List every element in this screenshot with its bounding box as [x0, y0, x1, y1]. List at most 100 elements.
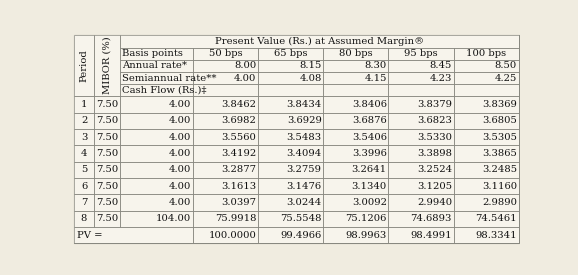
Bar [323, 211, 388, 227]
Bar [388, 194, 454, 211]
Bar [454, 211, 518, 227]
Bar [454, 48, 518, 60]
Bar [388, 97, 454, 113]
Text: 7.50: 7.50 [96, 116, 118, 125]
Bar [323, 84, 388, 97]
Bar [74, 162, 94, 178]
Text: 2.9940: 2.9940 [417, 198, 452, 207]
Bar [193, 129, 258, 145]
Text: 7.50: 7.50 [96, 214, 118, 223]
Bar [94, 35, 120, 97]
Bar [120, 48, 193, 60]
Bar [323, 48, 388, 60]
Bar [454, 48, 518, 60]
Bar [388, 60, 454, 72]
Bar [454, 97, 518, 113]
Bar [74, 35, 94, 97]
Bar [94, 129, 120, 145]
Text: 3.2524: 3.2524 [417, 165, 452, 174]
Text: 4.00: 4.00 [169, 165, 191, 174]
Bar [120, 60, 193, 72]
Bar [120, 129, 193, 145]
Text: 3.1476: 3.1476 [287, 182, 322, 191]
Text: 3.5330: 3.5330 [417, 133, 452, 142]
Text: 3.6876: 3.6876 [352, 116, 387, 125]
Bar [323, 97, 388, 113]
Text: 98.9963: 98.9963 [346, 230, 387, 240]
Text: 100 bps: 100 bps [466, 49, 506, 58]
Bar [388, 211, 454, 227]
Text: 3.2759: 3.2759 [287, 165, 322, 174]
Text: 3.0397: 3.0397 [221, 198, 257, 207]
Bar [193, 113, 258, 129]
Bar [258, 72, 323, 84]
Bar [454, 129, 518, 145]
Bar [454, 113, 518, 129]
Bar [74, 97, 94, 113]
Text: 75.5548: 75.5548 [280, 214, 322, 223]
Bar [388, 84, 454, 97]
Bar [193, 129, 258, 145]
Bar [323, 60, 388, 72]
Bar [74, 145, 94, 162]
Text: 1: 1 [81, 100, 87, 109]
Bar [454, 113, 518, 129]
Text: 3.8369: 3.8369 [482, 100, 517, 109]
Bar [74, 129, 94, 145]
Text: 4.08: 4.08 [299, 74, 322, 83]
Bar [454, 72, 518, 84]
Text: 3.1205: 3.1205 [417, 182, 452, 191]
Text: 4.00: 4.00 [169, 149, 191, 158]
Bar [193, 60, 258, 72]
Bar [120, 84, 193, 97]
Bar [323, 178, 388, 194]
Bar [388, 84, 454, 97]
Bar [388, 145, 454, 162]
Bar [258, 162, 323, 178]
Bar [323, 162, 388, 178]
Text: 3.1613: 3.1613 [221, 182, 257, 191]
Bar [120, 162, 193, 178]
Bar [120, 60, 193, 72]
Text: Annual rate*: Annual rate* [122, 61, 187, 70]
Bar [120, 97, 193, 113]
Bar [388, 129, 454, 145]
Text: 3.3865: 3.3865 [482, 149, 517, 158]
Text: 7: 7 [81, 198, 87, 207]
Bar [193, 145, 258, 162]
Bar [323, 113, 388, 129]
Bar [94, 129, 120, 145]
Text: 4.23: 4.23 [429, 74, 452, 83]
Bar [94, 211, 120, 227]
Text: 8.50: 8.50 [495, 61, 517, 70]
Bar [323, 72, 388, 84]
Text: PV =: PV = [77, 230, 102, 240]
Bar [454, 97, 518, 113]
Text: 8.15: 8.15 [299, 61, 322, 70]
Bar [258, 97, 323, 113]
Bar [94, 178, 120, 194]
Bar [120, 145, 193, 162]
Text: Present Value (Rs.) at Assumed Margin®: Present Value (Rs.) at Assumed Margin® [215, 37, 424, 46]
Text: 3.1160: 3.1160 [482, 182, 517, 191]
Text: 3.6982: 3.6982 [221, 116, 257, 125]
Text: 3.2485: 3.2485 [482, 165, 517, 174]
Text: 100.0000: 100.0000 [209, 230, 257, 240]
Bar [193, 97, 258, 113]
Bar [120, 48, 193, 60]
Bar [258, 60, 323, 72]
Text: 8.30: 8.30 [365, 61, 387, 70]
Bar [258, 211, 323, 227]
Bar [454, 162, 518, 178]
Bar [94, 113, 120, 129]
Text: 3.0244: 3.0244 [287, 198, 322, 207]
Bar [454, 84, 518, 97]
Bar [454, 211, 518, 227]
Bar [120, 84, 193, 97]
Bar [94, 97, 120, 113]
Bar [454, 162, 518, 178]
Text: 3.4094: 3.4094 [287, 149, 322, 158]
Bar [74, 194, 94, 211]
Text: 2: 2 [81, 116, 87, 125]
Bar [94, 145, 120, 162]
